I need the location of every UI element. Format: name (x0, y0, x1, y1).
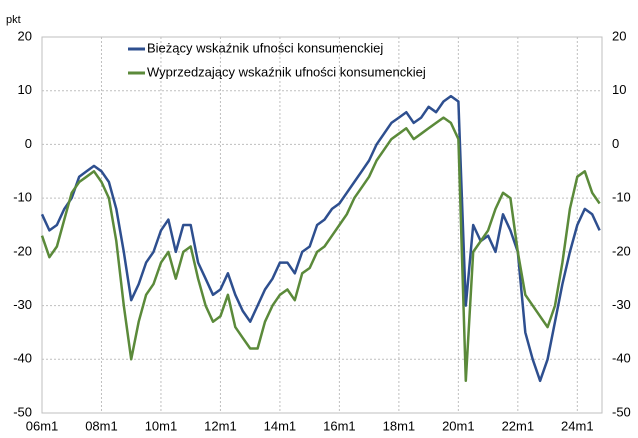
y-axis-unit: pkt (6, 14, 21, 26)
series-line (40, 116, 601, 383)
legend-label: Wyprzedzający wskaźnik ufności konsumenc… (147, 64, 426, 79)
x-tick-label: 24m1 (561, 418, 594, 433)
y-tick-label: 0 (25, 136, 32, 151)
y2-tick-label: -20 (612, 243, 631, 258)
x-tick-label: 18m1 (383, 418, 416, 433)
y2-tick-label: 10 (612, 82, 626, 97)
y-tick-label: 10 (18, 82, 32, 97)
y2-tick-label: -50 (612, 404, 631, 419)
y2-tick-label: -40 (612, 351, 631, 366)
y2-tick-label: -30 (612, 297, 631, 312)
x-tick-label: 06m1 (26, 418, 59, 433)
y-tick-label: -10 (13, 190, 32, 205)
x-tick-label: 10m1 (145, 418, 178, 433)
y-tick-label: -20 (13, 243, 32, 258)
plot-frame (41, 36, 603, 414)
x-tick-label: 16m1 (323, 418, 356, 433)
x-tick-label: 14m1 (264, 418, 297, 433)
legend-label: Bieżący wskaźnik ufności konsumenckiej (147, 40, 383, 55)
y-tick-label: -50 (13, 404, 32, 419)
y-tick-label: -30 (13, 297, 32, 312)
y2-tick-label: 0 (612, 136, 619, 151)
x-tick-label: 12m1 (204, 418, 237, 433)
x-tick-label: 08m1 (85, 418, 118, 433)
x-tick-label: 22m1 (502, 418, 535, 433)
series-line (40, 94, 601, 383)
y2-tick-label: 20 (612, 28, 626, 43)
y-tick-label: 20 (18, 28, 32, 43)
y-tick-label: -40 (13, 351, 32, 366)
y2-tick-label: -10 (612, 190, 631, 205)
x-tick-label: 20m1 (442, 418, 475, 433)
